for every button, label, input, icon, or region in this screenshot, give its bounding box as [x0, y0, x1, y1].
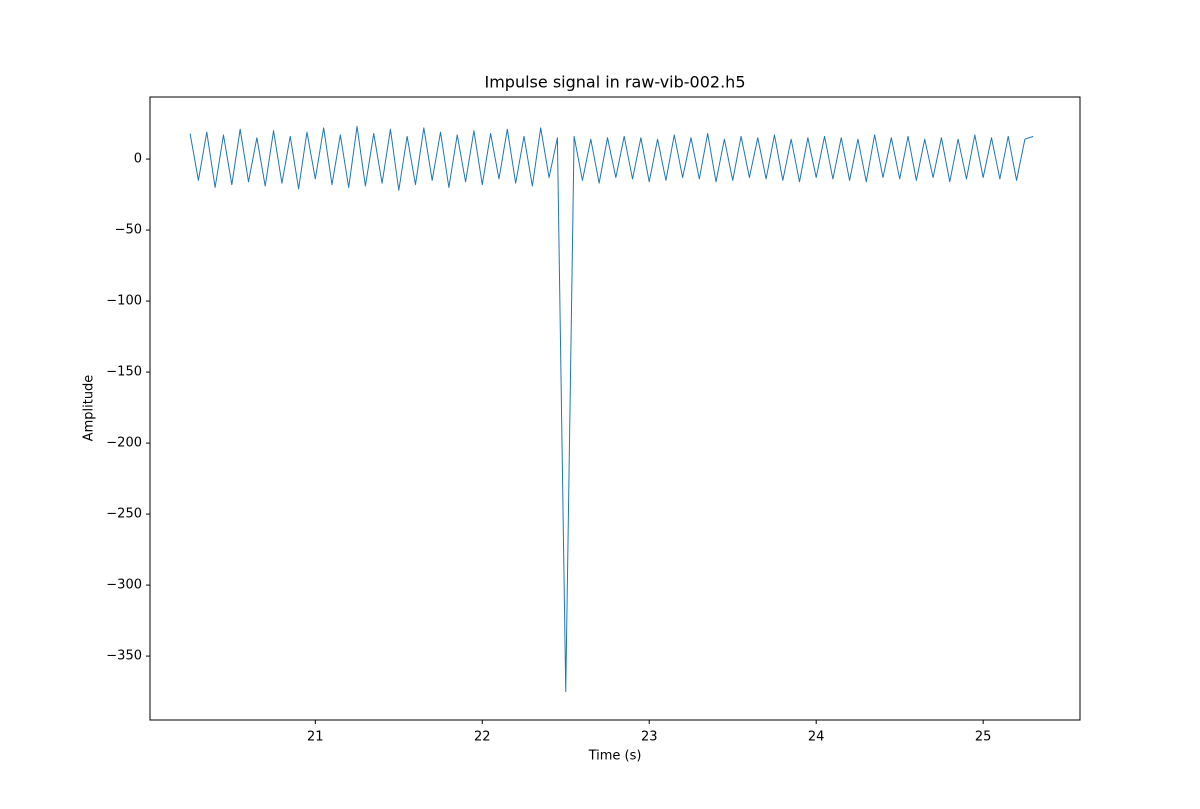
y-tick-label: −300 — [106, 578, 142, 593]
y-tick-label: −200 — [106, 436, 142, 451]
signal-line — [189, 125, 1034, 693]
x-tick-label: 24 — [808, 730, 825, 745]
x-tick-label: 22 — [474, 730, 491, 745]
chart-title: Impulse signal in raw-vib-002.h5 — [485, 73, 746, 92]
y-tick-label: −350 — [106, 649, 142, 664]
x-tick-label: 21 — [307, 730, 324, 745]
y-tick-label: 0 — [134, 152, 142, 167]
y-tick-label: −150 — [106, 365, 142, 380]
x-tick-label: 25 — [975, 730, 992, 745]
plot-frame — [149, 96, 1081, 721]
y-tick-label: −250 — [106, 507, 142, 522]
x-tick-label: 23 — [641, 730, 658, 745]
x-axis-label: Time (s) — [588, 749, 642, 764]
y-tick-label: −50 — [115, 223, 142, 238]
y-axis-label: Amplitude — [82, 375, 97, 442]
y-tick-label: −100 — [106, 294, 142, 309]
